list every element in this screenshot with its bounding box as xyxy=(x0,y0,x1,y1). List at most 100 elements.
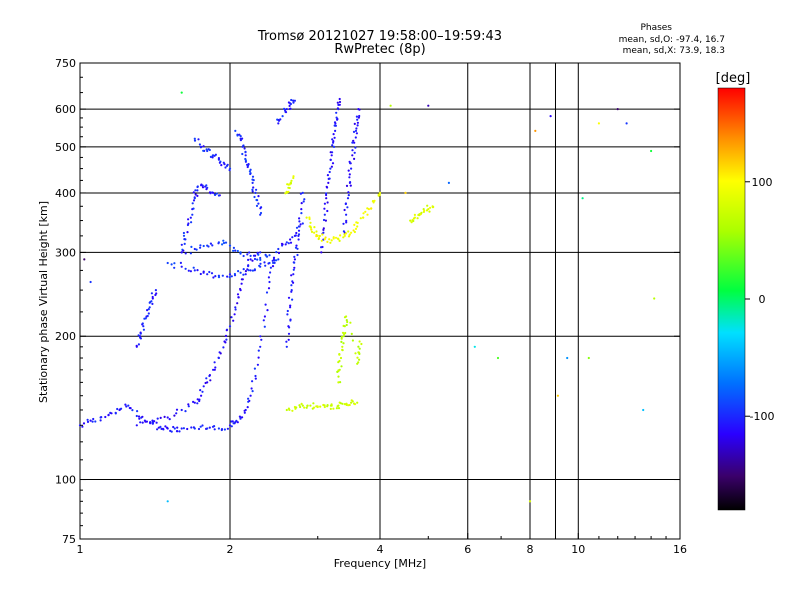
data-point xyxy=(292,281,295,284)
data-point xyxy=(236,302,239,305)
data-point xyxy=(213,154,216,157)
data-point xyxy=(251,269,254,272)
data-point xyxy=(199,244,202,247)
colorbar-tick-label: 0 xyxy=(759,293,766,306)
data-point xyxy=(322,218,326,222)
data-point xyxy=(223,428,226,431)
data-point xyxy=(146,314,149,318)
data-point xyxy=(263,315,266,318)
data-point xyxy=(357,351,361,354)
data-point xyxy=(287,338,290,341)
data-point xyxy=(300,402,303,405)
data-point xyxy=(248,170,251,173)
data-point xyxy=(303,406,306,409)
data-point xyxy=(326,209,329,213)
data-point xyxy=(354,129,358,132)
data-point xyxy=(225,338,228,341)
data-point xyxy=(625,122,628,125)
data-point xyxy=(356,121,359,124)
data-point xyxy=(357,361,360,364)
data-point xyxy=(156,417,159,420)
data-point xyxy=(351,141,354,144)
data-point xyxy=(389,104,392,107)
data-point xyxy=(367,208,370,211)
data-point xyxy=(293,266,296,269)
data-point xyxy=(337,381,340,384)
data-point xyxy=(141,322,144,325)
data-point xyxy=(288,183,291,186)
data-point xyxy=(285,108,288,111)
data-point xyxy=(193,139,197,142)
data-point xyxy=(104,415,107,419)
data-point xyxy=(202,244,205,248)
data-point xyxy=(291,409,294,412)
data-point xyxy=(257,195,260,198)
data-point xyxy=(332,145,336,148)
data-point xyxy=(210,272,214,275)
data-point xyxy=(89,280,92,284)
data-point xyxy=(447,181,450,184)
plot-area: 1 2 4 6 8 10 16 75 100 200 300 400 500 600 750 xyxy=(55,57,687,556)
data-point xyxy=(193,197,196,200)
data-point xyxy=(292,175,295,178)
data-point xyxy=(244,151,247,154)
data-point xyxy=(333,136,336,139)
data-point xyxy=(221,243,224,246)
data-point xyxy=(290,98,293,102)
data-point xyxy=(213,361,216,364)
data-point xyxy=(213,193,216,196)
data-point xyxy=(341,348,344,351)
data-point xyxy=(223,163,226,166)
data-point xyxy=(294,246,298,249)
data-point xyxy=(228,325,232,328)
data-point xyxy=(250,387,253,390)
data-point xyxy=(289,181,292,184)
data-point xyxy=(251,175,255,178)
data-point xyxy=(347,235,351,238)
data-point xyxy=(179,261,182,264)
data-point xyxy=(265,291,269,294)
data-point xyxy=(222,346,225,349)
data-point xyxy=(428,210,431,213)
data-point xyxy=(345,315,348,318)
data-point xyxy=(345,184,349,187)
data-point xyxy=(225,164,229,167)
data-point xyxy=(259,258,262,261)
y-axis-ticks: 75 100 200 300 400 500 600 750 xyxy=(55,57,680,546)
data-point xyxy=(241,416,244,419)
data-point xyxy=(340,365,343,368)
data-point xyxy=(416,217,419,220)
data-point xyxy=(170,263,173,266)
data-point xyxy=(215,192,218,195)
data-point xyxy=(356,401,359,404)
data-point xyxy=(206,149,209,153)
data-point xyxy=(277,119,281,122)
data-point xyxy=(178,430,181,433)
data-point xyxy=(207,245,210,248)
data-point xyxy=(340,337,343,340)
data-point xyxy=(349,321,352,324)
data-point xyxy=(184,267,187,270)
data-point xyxy=(271,259,274,262)
data-point xyxy=(309,221,312,224)
data-point xyxy=(205,184,208,187)
data-point xyxy=(139,331,142,334)
data-point xyxy=(323,404,326,407)
data-point xyxy=(287,190,290,193)
data-point xyxy=(332,141,335,144)
x-tick-label: 1 xyxy=(77,543,84,556)
data-point xyxy=(199,246,202,249)
data-point xyxy=(166,416,169,419)
data-point xyxy=(249,172,252,176)
data-point xyxy=(253,257,257,261)
data-point xyxy=(209,192,212,195)
data-point xyxy=(341,331,345,334)
data-point xyxy=(237,270,240,273)
data-point xyxy=(289,102,292,105)
data-point xyxy=(352,139,355,142)
data-point xyxy=(342,342,345,345)
data-point xyxy=(281,243,284,246)
data-point xyxy=(241,137,244,140)
data-point xyxy=(473,345,476,348)
data-point xyxy=(340,340,343,343)
